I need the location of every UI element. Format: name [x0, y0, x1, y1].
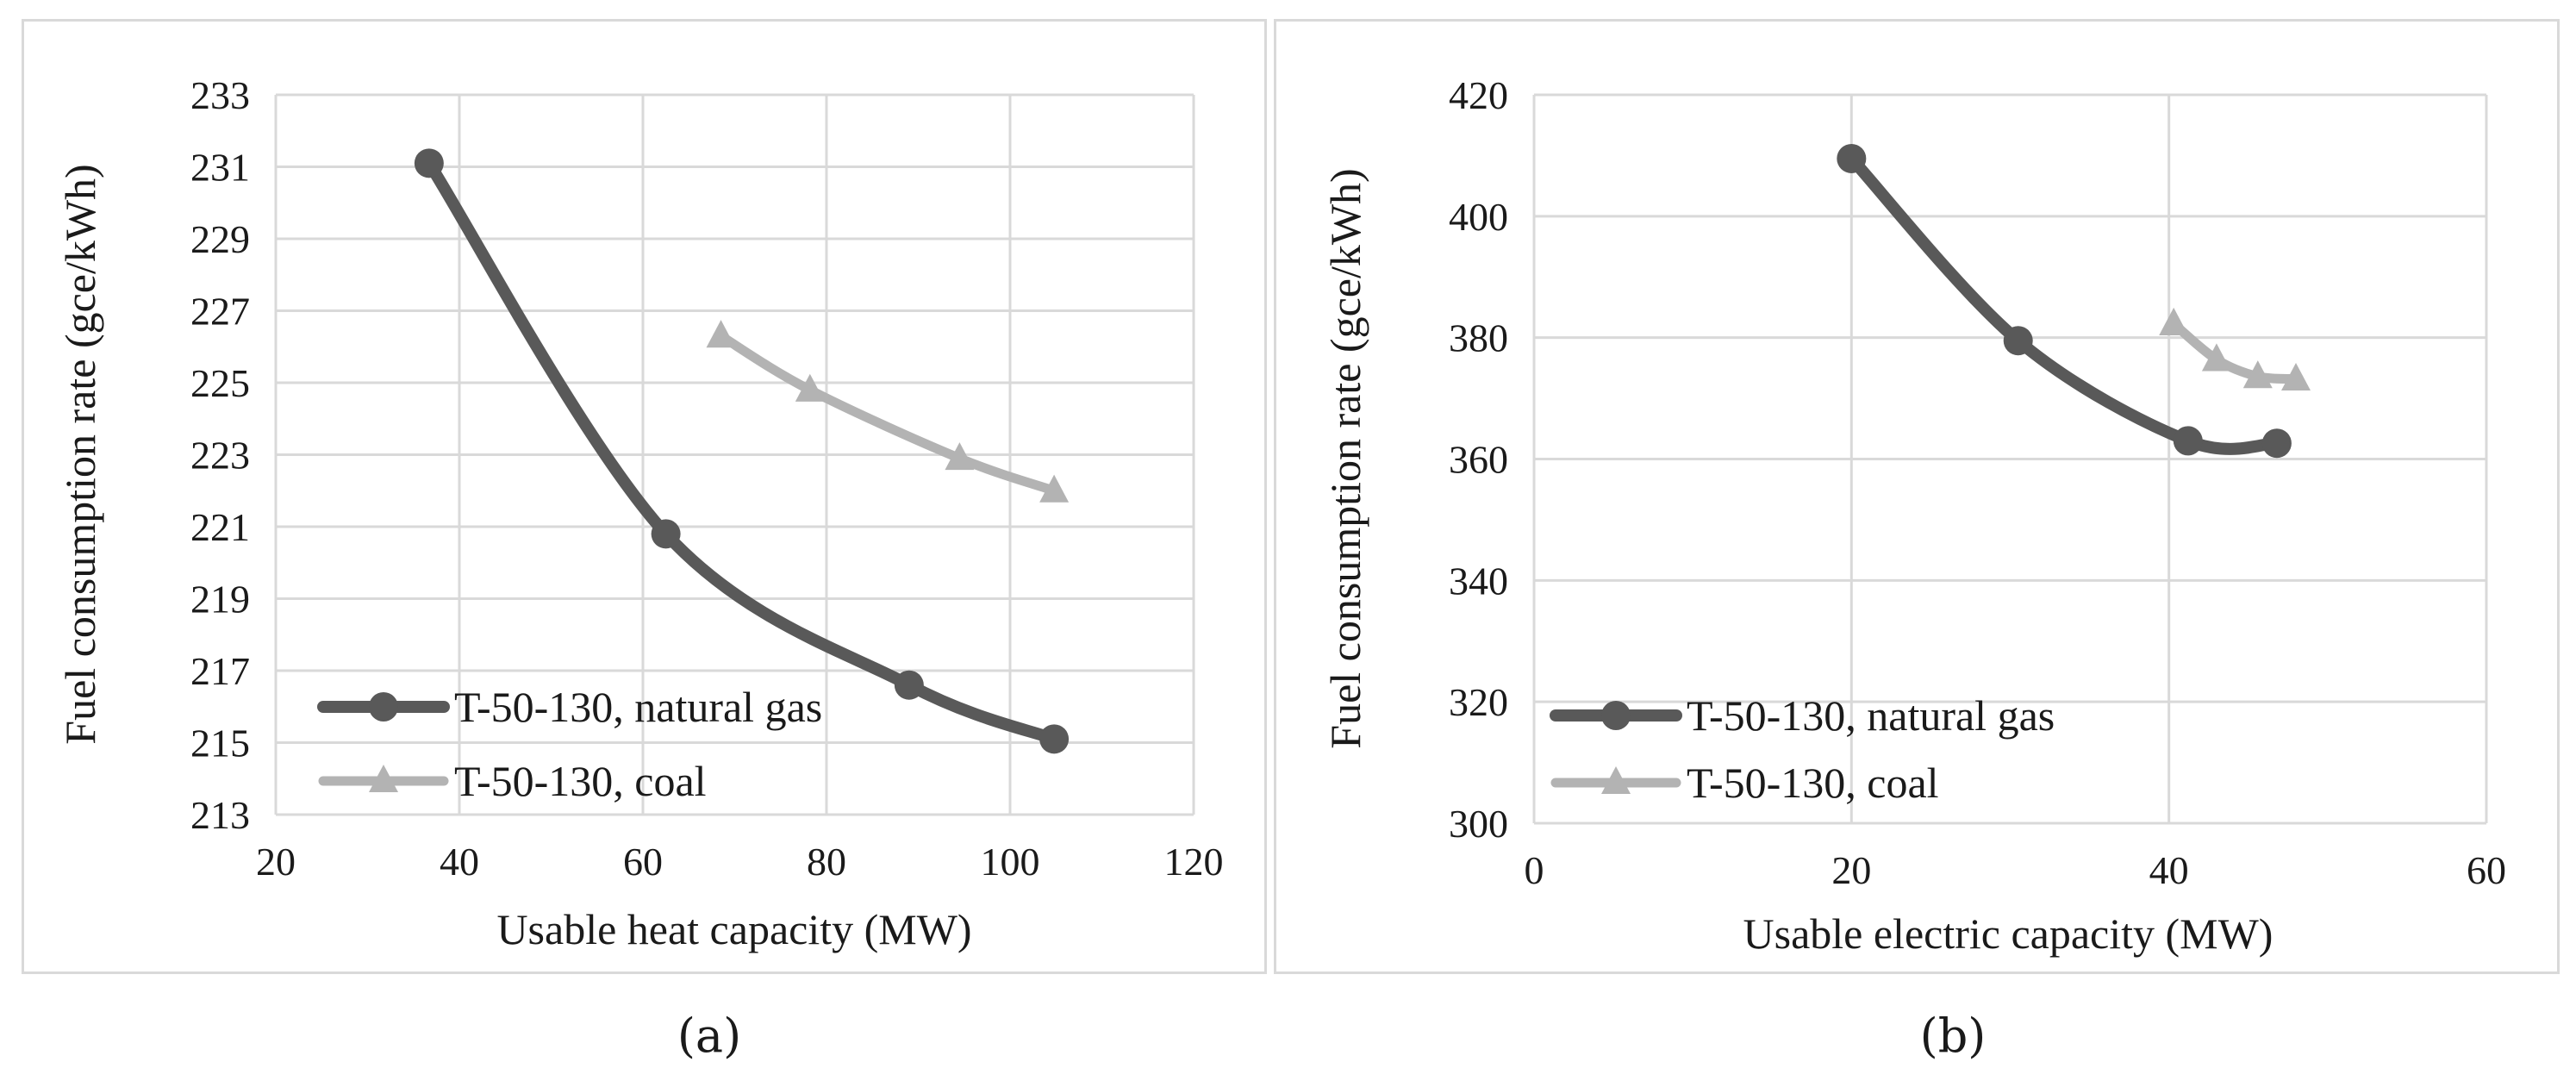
chart-a-coal-point [795, 373, 825, 402]
chart-b-legend-gas-label: T-50-130, natural gas [1687, 691, 2055, 740]
chart-a-coal-line [716, 331, 1059, 496]
chart-a-legend-gas-marker [369, 692, 398, 722]
chart-b-legend-gas-marker [1601, 701, 1631, 730]
chart-b-ytick-label: 400 [1449, 195, 1508, 239]
chart-a-ytick-label: 229 [190, 217, 250, 261]
chart-b-gas-point [1837, 143, 1867, 173]
chart-a-ytick-label: 217 [190, 649, 250, 693]
chart-b-gas-line [1845, 152, 2283, 455]
chart-b-gas-point [2003, 326, 2033, 356]
chart-a-xtick-label: 40 [440, 840, 479, 884]
chart-a-ytick-label: 231 [190, 146, 250, 190]
chart-b-ytick-label: 300 [1449, 802, 1508, 846]
chart-a-xtick-label: 120 [1164, 840, 1224, 884]
chart-b-ylabel: Fuel consumption rate (gce/kWh) [1321, 168, 1369, 748]
chart-b-coal-line [2168, 318, 2301, 384]
caption-a: (a) [677, 1009, 742, 1063]
chart-b-xtick-label: 40 [2149, 848, 2189, 892]
chart-a-legend-gas-label: T-50-130, natural gas [454, 683, 822, 731]
chart-a-ytick-label: 223 [190, 434, 250, 478]
chart-a-coal-point [1039, 474, 1070, 503]
chart-a-legend-coal-marker [369, 765, 398, 792]
chart-a-gas-point [651, 519, 681, 549]
chart-a-ylabel: Fuel consumption rate (gce/kWh) [56, 164, 104, 744]
chart-a-xtick-label: 100 [981, 840, 1040, 884]
chart-b-coal-point [2159, 307, 2189, 335]
chart-a-ytick-label: 221 [190, 505, 250, 549]
chart-b-xtick-label: 0 [1525, 848, 1544, 892]
chart-a-coal-point [706, 320, 736, 348]
chart-b-legend-coal-marker [1601, 766, 1631, 794]
chart-a-ytick-label: 213 [190, 793, 250, 837]
chart-a-xlabel: Usable heat capacity (MW) [496, 905, 971, 953]
chart-b-coal-point [2201, 343, 2231, 372]
chart-b-frame [1274, 19, 2560, 974]
chart-a-gas-point [894, 670, 924, 700]
chart-a-ytick-label: 227 [190, 290, 250, 334]
chart-b-ytick-label: 320 [1449, 680, 1508, 724]
chart-a-ytick-label: 225 [190, 361, 250, 405]
chart-a-gas-point [1039, 724, 1070, 754]
chart-b-xtick-label: 20 [1831, 848, 1871, 892]
chart-a-ytick-label: 215 [190, 722, 250, 765]
chart-a-xtick-label: 80 [807, 840, 846, 884]
chart-a-coal-point [945, 442, 975, 471]
chart-b: 300 320 340 360 380 400 420 0 20 40 60 Fuel consump… [1321, 73, 2506, 958]
chart-b-coal-point [2242, 360, 2273, 389]
chart-a-gas-line [422, 157, 1061, 746]
chart-a-gas-point [414, 148, 444, 178]
chart-b-ytick-label: 380 [1449, 316, 1508, 360]
chart-b-ytick-label: 420 [1449, 73, 1508, 117]
chart-b-gas-point [2261, 428, 2292, 459]
chart-a-xtick-label: 60 [623, 840, 663, 884]
chart-b-legend-coal-label: T-50-130, coal [1687, 759, 1939, 807]
chart-b-xlabel: Usable electric capacity (MW) [1743, 909, 2273, 958]
chart-a-ytick-label: 219 [190, 578, 250, 622]
chart-b-ytick-label: 340 [1449, 559, 1508, 603]
chart-a: 213 215 217 219 221 223 225 227 229 231 233 20 40 60 8… [56, 73, 1224, 953]
chart-b-ytick-label: 360 [1449, 438, 1508, 482]
chart-a-xtick-label: 20 [256, 840, 296, 884]
chart-a-ytick-label: 233 [190, 73, 250, 117]
chart-b-xtick-label: 60 [2467, 848, 2506, 892]
chart-b-coal-point [2281, 362, 2311, 391]
chart-a-legend-coal-label: T-50-130, coal [454, 757, 707, 805]
caption-b: (b) [1919, 1009, 1987, 1063]
chart-b-gas-point [2173, 426, 2203, 456]
